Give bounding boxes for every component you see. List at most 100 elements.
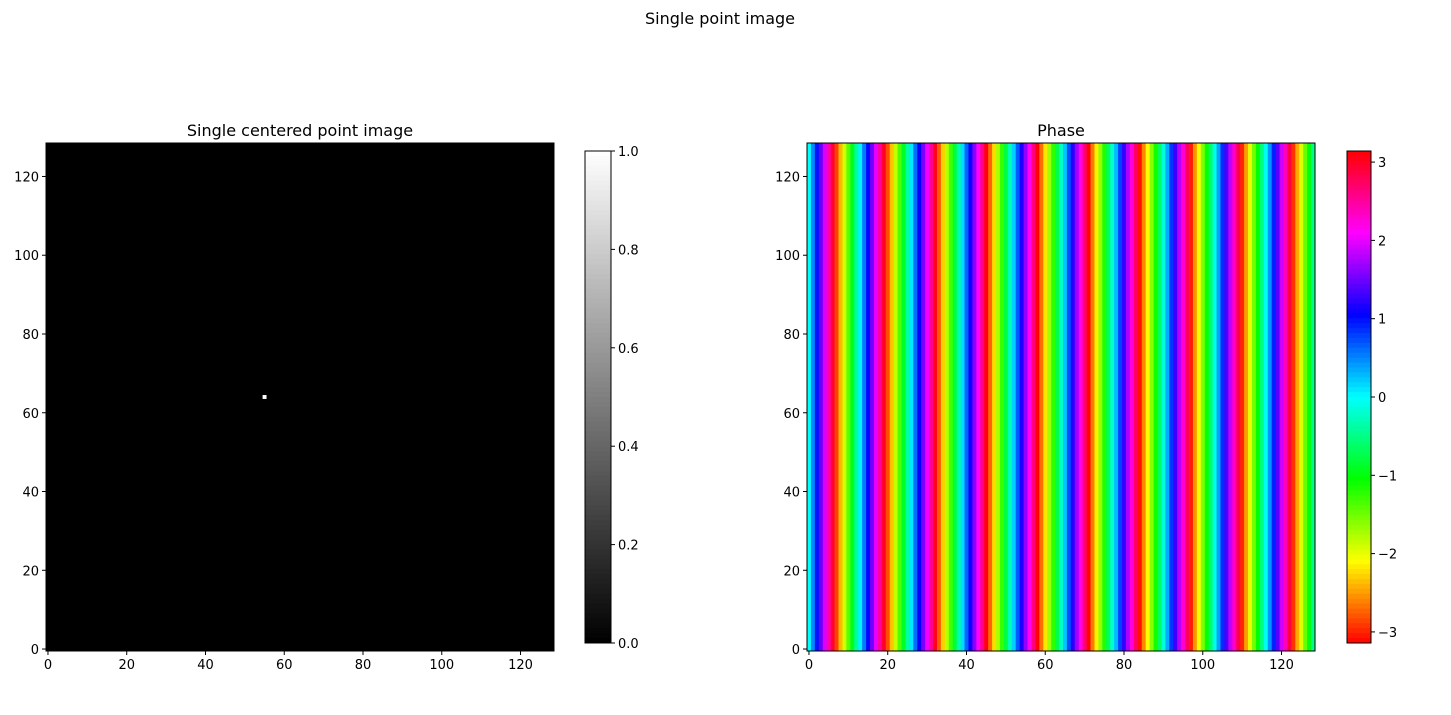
colorbar-segment [585,328,611,334]
colorbar-segment [1347,224,1371,231]
colorbar-segment [1347,598,1371,605]
colorbar-segment [585,170,611,177]
colorbar-segment [585,564,611,570]
colorbar-segment [585,397,611,403]
colorbar-segment [1347,328,1371,334]
phase-column [1086,143,1091,651]
colorbar-segment [585,598,611,605]
phase-column [1224,143,1229,651]
colorbar-segment [1347,342,1371,349]
phase-column [968,143,973,651]
colorbar-segment [585,214,611,221]
image-area [807,143,1316,651]
x-tick-label: 100 [429,658,454,673]
colorbar-segment [585,623,611,629]
phase-column [830,143,835,651]
phase-column [964,143,969,651]
colorbar-segment [585,628,611,634]
colorbar-segment [1347,416,1371,423]
colorbar-segment [1347,357,1371,364]
axes-frame [806,142,1316,652]
image-background [46,143,554,651]
colorbar-segment [585,288,611,295]
colorbar-segment [585,283,611,290]
phase-column [866,143,871,651]
phase-column [1275,143,1280,651]
phase-column [1094,143,1099,651]
x-tick-label: 80 [1116,658,1133,673]
colorbar-segment [585,505,611,511]
y-tick-label: 60 [22,407,39,422]
phase-column [1279,143,1284,651]
axes-title: Single centered point image [187,121,413,140]
colorbar-segment [1347,239,1371,245]
colorbar-tick-label: 3 [1378,156,1386,171]
colorbar-segment [585,588,611,595]
colorbar-segment [1347,583,1371,590]
panel-point-image: Single centered point image 0 20 40 60 80 100 1… [14,121,639,673]
phase-column [952,143,958,651]
phase-column [1271,143,1277,651]
phase-column [826,143,832,651]
colorbar-segment [585,416,611,423]
colorbar-segment [1347,264,1371,270]
phase-column [1149,143,1154,651]
colorbar-tick-label: 1.0 [618,145,639,160]
colorbar-segment [585,520,611,526]
colorbar-segment [1347,431,1371,437]
colorbar-segment [585,229,611,236]
colorbar-segment [585,377,611,383]
colorbar-segment [585,436,611,442]
colorbar-segment [585,249,611,255]
colorbar-segment [1347,180,1371,186]
x-tick-label: 0 [44,658,52,673]
phase-column [1311,143,1316,651]
colorbar-segment [1347,569,1371,575]
phase-column [1047,143,1052,651]
phase-column [1188,143,1194,651]
phase-column [873,143,879,651]
colorbar-tick-label: −2 [1378,548,1397,563]
colorbar-tick-label: 0.8 [618,243,639,258]
axes-frame [45,142,555,652]
y-tick-label: 20 [783,564,800,579]
colorbar-segment [585,638,611,644]
colorbar-tick-label: 0.4 [618,440,639,455]
colorbar-segment [585,515,611,521]
colorbar-segment [1347,475,1371,482]
colorbar-segment [1347,603,1371,610]
colorbar-segment [585,274,611,280]
colorbar-segment [585,554,611,560]
phase-column [1185,143,1190,651]
phase-column [885,143,891,651]
colorbar-segment [1347,564,1371,570]
phase-column [1165,143,1170,651]
colorbar-segment [585,352,611,359]
phase-column [850,143,855,651]
colorbar-segment [585,362,611,368]
colorbar-segment [1347,313,1371,319]
phase-column [822,143,828,651]
x-tick-label: 60 [1037,658,1054,673]
colorbar-segment [1347,618,1371,624]
phase-column [1208,143,1214,651]
phase-column [1011,143,1017,651]
x-tick-label: 0 [805,658,813,673]
colorbar-segment [585,372,611,378]
colorbar-segment [1347,495,1371,501]
phase-column [1066,143,1072,651]
colorbar-segment [1347,451,1371,457]
colorbar-segment [585,406,611,413]
colorbar-segment [1347,337,1371,344]
phase-column [1125,143,1131,651]
colorbar-segment [1347,347,1371,354]
phase-column [1200,143,1206,651]
phase-column [877,143,883,651]
phase-column [1141,143,1147,651]
colorbar-segment [1347,544,1371,551]
colorbar-segment [585,318,611,324]
colorbar-segment [1347,283,1371,290]
phase-column [905,143,910,651]
colorbar-segment [585,269,611,275]
phase-column [933,143,938,651]
